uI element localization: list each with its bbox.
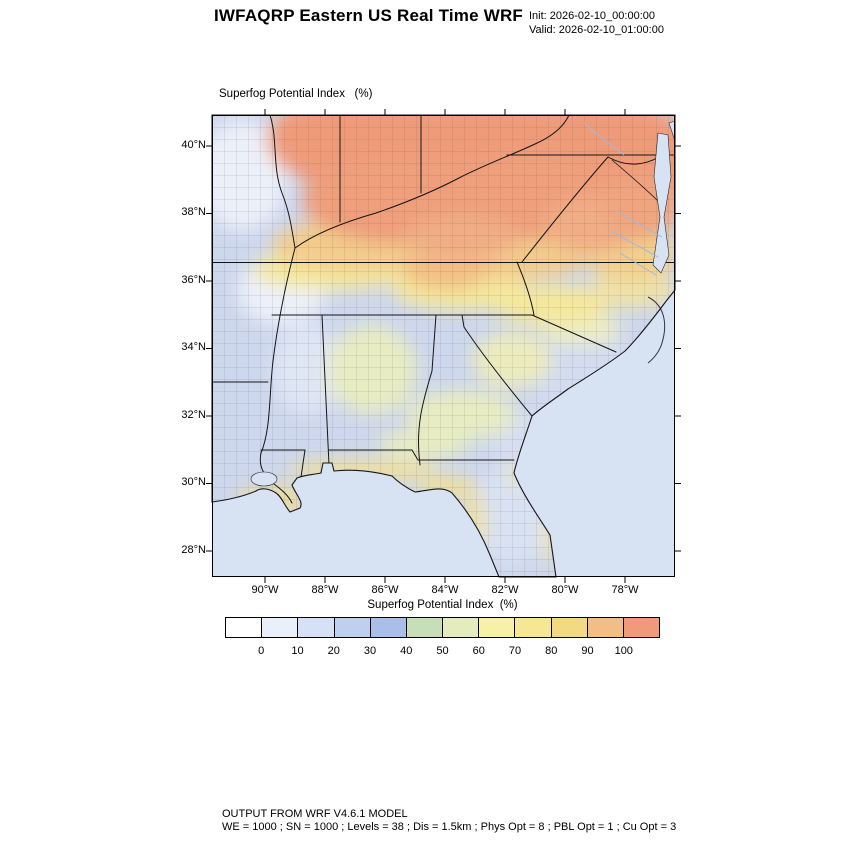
colorbar-tick-label: 90 (581, 645, 594, 657)
valid-time: Valid: 2026-02-10_01:00:00 (529, 24, 664, 36)
water-features-layer (250, 120, 676, 487)
colorbar-tick-label: 60 (472, 645, 485, 657)
lon-label: 82°W (491, 584, 519, 596)
lat-label: 30°N (181, 476, 206, 488)
lake-pontchartrain (250, 471, 278, 487)
colorbar-cell (406, 618, 444, 637)
colorbar-cell (226, 618, 263, 637)
field-label: Superfog Potential Index (%) (219, 88, 373, 100)
lat-label: 34°N (181, 341, 206, 353)
footer-model-line: OUTPUT FROM WRF V4.6.1 MODEL (222, 808, 408, 820)
footer-config-line: WE = 1000 ; SN = 1000 ; Levels = 38 ; Di… (222, 821, 677, 833)
lon-label: 86°W (371, 584, 399, 596)
lon-label: 84°W (431, 584, 459, 596)
colorbar-labels: 0 10 20 30 40 50 60 70 80 90 100 (225, 645, 660, 659)
colorbar-tick-label: 50 (436, 645, 449, 657)
outer-banks (647, 296, 666, 364)
state-borders-layer (212, 115, 675, 504)
colorbar-cell (334, 618, 371, 637)
colorbar-cell (623, 618, 660, 637)
lat-label: 36°N (181, 274, 206, 286)
colorbar-tick-label: 40 (400, 645, 413, 657)
figure-title: IWFAQRP Eastern US Real Time WRF (214, 6, 524, 25)
colorbar-cells (225, 617, 660, 638)
colorbar-title: Superfog Potential Index (%) (367, 599, 518, 611)
init-time: Init: 2026-02-10_00:00:00 (529, 10, 655, 22)
lat-label: 40°N (181, 139, 206, 151)
timestamps: Init: 2026-02-10_00:00:00 Valid: 2026-02… (529, 9, 664, 37)
map-panel (206, 109, 681, 583)
colorbar-cell (587, 618, 624, 637)
colorbar-cell (515, 618, 552, 637)
colorbar-tick-label: 70 (508, 645, 522, 657)
colorbar-cell (479, 618, 516, 637)
colorbar: 0 10 20 30 40 50 60 70 80 90 100 (225, 617, 660, 659)
chesapeake-bay (652, 132, 672, 274)
colorbar-cell (370, 618, 407, 637)
rivers (583, 122, 663, 276)
colorbar-cell (551, 618, 588, 637)
colorbar-tick-label: 80 (545, 645, 558, 657)
colorbar-cell (262, 618, 299, 637)
lat-label: 38°N (181, 206, 206, 218)
colorbar-cell (298, 618, 335, 637)
lon-label: 78°W (611, 584, 639, 596)
colorbar-cell (443, 618, 480, 637)
coastline-layer (211, 114, 676, 578)
lon-label: 90°W (251, 584, 279, 596)
lon-label: 80°W (551, 584, 579, 596)
map-frame (212, 115, 675, 577)
colorbar-tick-label: 30 (363, 645, 377, 657)
lat-label: 28°N (181, 544, 206, 556)
map-canvas (206, 109, 681, 583)
lat-label: 32°N (181, 409, 206, 421)
lon-label: 88°W (311, 584, 339, 596)
colorbar-tick-label: 0 (258, 645, 265, 657)
colorbar-tick-label: 20 (327, 645, 340, 657)
axis-ticks (206, 109, 681, 583)
colorbar-tick-label: 100 (614, 645, 633, 657)
colorbar-tick-label: 10 (291, 645, 304, 657)
